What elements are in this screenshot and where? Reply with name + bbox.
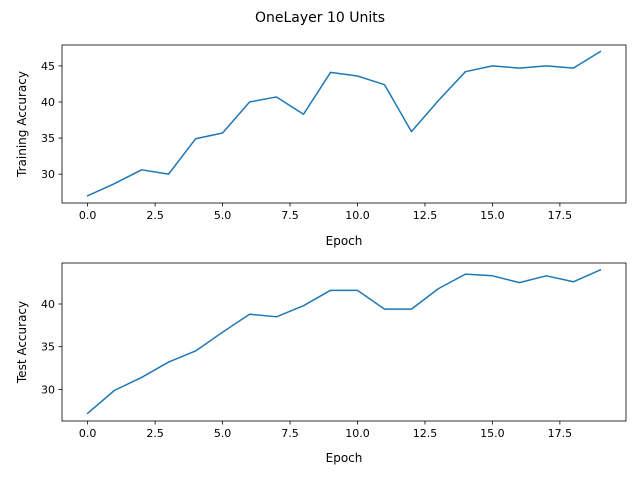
y-axis-label: Training Accuracy	[15, 71, 29, 178]
x-tick-label: 12.5	[413, 209, 438, 222]
x-tick-label: 17.5	[548, 427, 573, 440]
y-tick-label: 30	[41, 383, 55, 396]
x-tick-label: 15.0	[480, 427, 505, 440]
y-tick-label: 35	[41, 132, 55, 145]
y-tick-label: 40	[41, 298, 55, 311]
y-tick-label: 40	[41, 96, 55, 109]
y-tick-label: 45	[41, 60, 55, 73]
y-tick-label: 35	[41, 341, 55, 354]
x-tick-label: 0.0	[79, 209, 97, 222]
test-accuracy-panel: 0.0 2.5 5.0 7.5 10.0 12.5 15.0 17.5 30 35 40 Epoch T…	[15, 262, 627, 465]
axes-frame	[61, 262, 627, 422]
series-line-1-0	[86, 268, 602, 415]
x-tick-label: 5.0	[214, 209, 232, 222]
axes-frame	[61, 44, 627, 204]
x-tick-label: 7.5	[281, 209, 299, 222]
x-tick-label: 10.0	[345, 427, 370, 440]
x-tick-label: 5.0	[214, 427, 232, 440]
figure-suptitle: OneLayer 10 Units	[255, 10, 385, 26]
x-tick-label: 10.0	[345, 209, 370, 222]
series-line-0-0	[86, 50, 602, 197]
x-tick-label: 7.5	[281, 427, 299, 440]
x-tick-label: 2.5	[146, 427, 164, 440]
y-axis-label: Test Accuracy	[15, 301, 29, 384]
x-tick-label: 12.5	[413, 427, 438, 440]
x-axis-label: Epoch	[326, 451, 363, 465]
x-tick-label: 2.5	[146, 209, 164, 222]
x-axis-label: Epoch	[326, 234, 363, 248]
y-tick-label: 30	[41, 168, 55, 181]
x-tick-label: 17.5	[548, 209, 573, 222]
x-tick-label: 15.0	[480, 209, 505, 222]
training-accuracy-panel: 0.0 2.5 5.0 7.5 10.0 12.5 15.0 17.5 30 35 40 45 Epoc…	[15, 44, 627, 248]
x-tick-label: 0.0	[79, 427, 97, 440]
